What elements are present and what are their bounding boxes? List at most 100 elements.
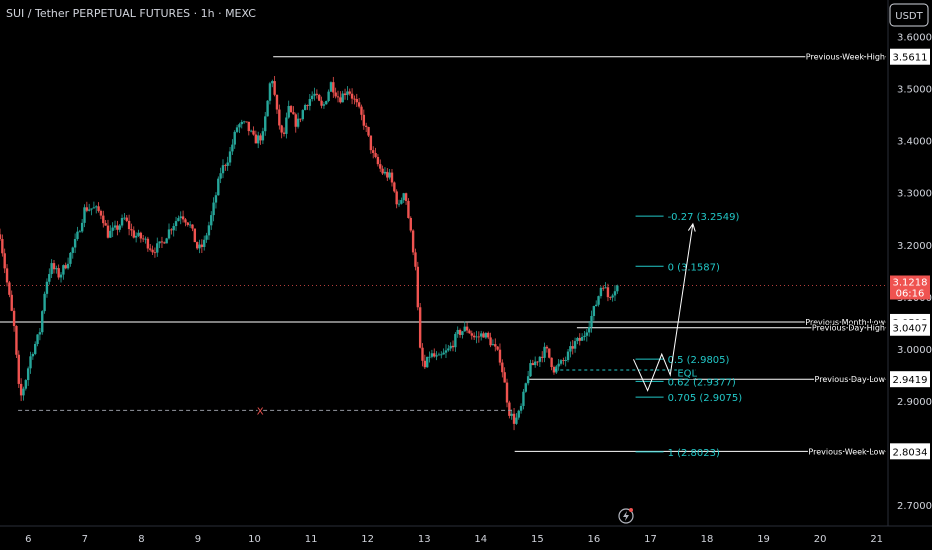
candle-body — [437, 354, 441, 356]
candle-body — [59, 274, 63, 278]
candle-body — [421, 347, 424, 361]
candle-body — [217, 178, 220, 196]
candle-body — [289, 106, 293, 113]
candle-body — [604, 287, 607, 289]
candle-body — [461, 331, 464, 335]
level-price-tag-bg — [890, 319, 930, 336]
candle-body — [184, 219, 187, 223]
candle-body — [501, 362, 504, 373]
candle-body — [12, 310, 16, 327]
candle-body — [430, 353, 434, 357]
candle-body — [224, 165, 227, 167]
candle-body — [62, 265, 65, 275]
candle-body — [512, 413, 516, 424]
candle-body — [611, 295, 614, 298]
candle-body — [141, 238, 145, 240]
candle-body — [580, 336, 584, 341]
candle-body — [212, 202, 215, 216]
candle-body — [341, 93, 344, 103]
candle-body — [299, 118, 302, 120]
candle-body — [487, 332, 490, 338]
candle-body — [393, 182, 396, 192]
candle-body — [578, 337, 581, 341]
candle-body — [83, 207, 86, 223]
lightning-icon-dot — [629, 508, 633, 512]
candle-body — [505, 382, 509, 403]
candle-body — [123, 217, 126, 219]
candle-body — [449, 345, 452, 349]
candle-body — [203, 239, 206, 247]
candle-body — [327, 91, 330, 102]
candle-body — [296, 118, 300, 127]
y-tick-label: 3.6000 — [897, 32, 932, 43]
candle-body — [174, 221, 178, 227]
candle-body — [555, 366, 558, 373]
candle-body — [491, 344, 495, 346]
candle-body — [585, 332, 589, 336]
lightning-icon[interactable] — [618, 508, 634, 524]
candle-body — [132, 230, 135, 238]
candle-body — [19, 383, 23, 396]
candle-body — [510, 413, 513, 416]
candle-body — [238, 124, 241, 128]
candle-body — [167, 229, 171, 239]
candle-body — [249, 130, 253, 132]
candle-body — [364, 125, 368, 128]
candle-body — [334, 92, 337, 97]
candle-body — [508, 402, 511, 416]
candle-body — [280, 125, 283, 133]
candle-body — [15, 326, 18, 355]
candle-body — [247, 121, 251, 132]
candle-body — [134, 235, 138, 238]
level-name: Previous Day Low — [815, 375, 886, 384]
candle-body — [548, 348, 551, 358]
candle-body — [139, 232, 143, 239]
candle-body — [569, 346, 572, 352]
x-tick-label: 14 — [474, 534, 487, 545]
candle-body — [52, 263, 56, 270]
candle-body — [226, 162, 229, 166]
candle-body — [599, 287, 603, 297]
candle-body — [357, 102, 361, 107]
candle-body — [397, 203, 401, 205]
time-axis[interactable]: 6 7 8 9 10 11 12 13 14 15 16 17 18 19 20 21 — [0, 525, 932, 545]
candle-body — [616, 285, 619, 292]
candle-body — [144, 238, 147, 240]
candle-body — [36, 334, 39, 344]
candle-body — [367, 127, 370, 136]
current-price-value: 3.1218 — [893, 277, 928, 288]
candle-body — [303, 105, 307, 111]
candle-body — [458, 329, 462, 335]
x-tick-label: 13 — [418, 534, 431, 545]
candle-body — [231, 144, 234, 152]
candle-body — [442, 352, 445, 355]
fib-level-label: 0.5 (2.9805) — [668, 355, 730, 366]
y-tick-label: 3.4000 — [897, 137, 932, 148]
y-tick-label: 3.3000 — [897, 189, 932, 200]
currency-button[interactable]: USDT — [889, 3, 929, 27]
candle-body — [195, 242, 199, 249]
candle-body — [3, 253, 6, 269]
candle-body — [252, 130, 255, 135]
candle-body — [465, 326, 469, 331]
fib-level-label: 0.705 (2.9075) — [668, 393, 743, 404]
candle-body — [106, 225, 110, 238]
candle-body — [34, 343, 37, 354]
candle-body — [597, 296, 600, 305]
candle-body — [479, 333, 483, 337]
candle-body — [242, 121, 246, 123]
candle-body — [294, 114, 297, 127]
candle-body — [571, 346, 574, 349]
candle-body — [423, 360, 427, 368]
candle-body — [95, 206, 98, 208]
candle-body — [80, 222, 84, 232]
candle-body — [613, 291, 617, 296]
candle-body — [0, 234, 2, 240]
level-price-tag-bg — [890, 48, 930, 65]
candle-body — [48, 274, 51, 282]
x-tick-label: 15 — [531, 534, 544, 545]
candle-body — [552, 367, 556, 373]
candle-body — [71, 247, 74, 253]
candle-body — [526, 376, 530, 384]
